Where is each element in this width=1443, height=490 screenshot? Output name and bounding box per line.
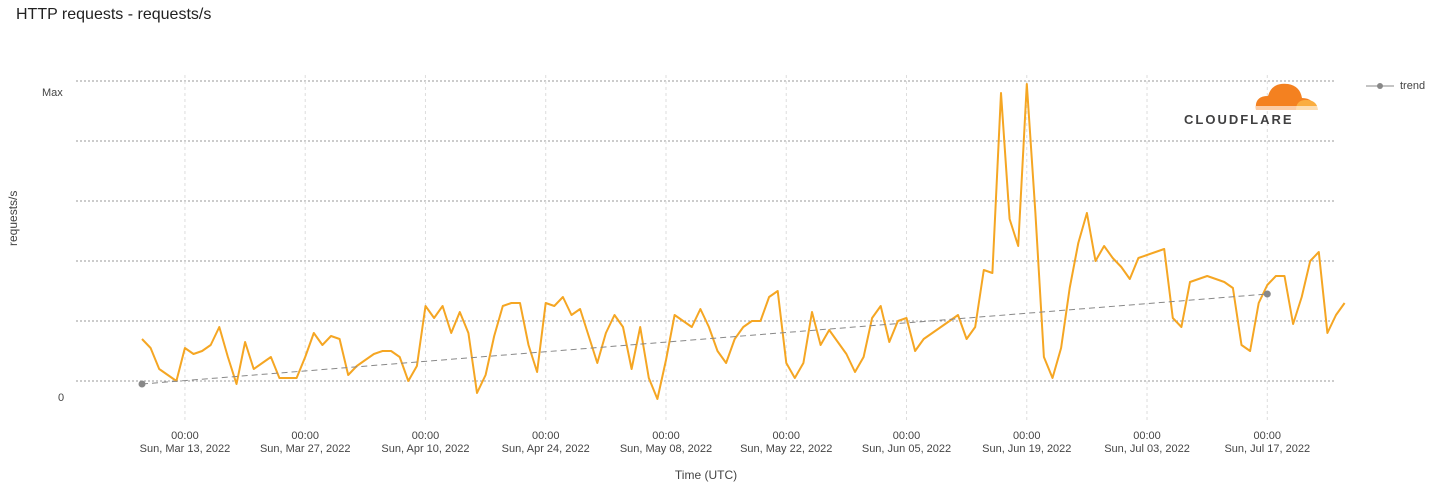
x-tick-label: 00:00 Sun, Mar 13, 2022	[140, 430, 231, 456]
x-tick-time: 00:00	[531, 430, 560, 442]
chart-title: HTTP requests - requests/s	[16, 6, 212, 23]
x-tick-time: 00:00	[291, 430, 319, 442]
x-tick-time: 00:00	[892, 430, 921, 442]
x-tick-label: 00:00 Sun, May 22, 2022	[740, 430, 832, 456]
line-dot-icon	[1366, 83, 1394, 89]
legend[interactable]: trend	[1366, 80, 1425, 92]
x-tick-label: 00:00 Sun, Jul 17, 2022	[1224, 430, 1310, 456]
x-tick-label: 00:00 Sun, May 08, 2022	[620, 430, 712, 456]
y-tick-zero: 0	[58, 392, 65, 404]
cloudflare-wordmark: CLOUDFLARE	[1184, 112, 1294, 127]
x-tick-date: Sun, Jul 17, 2022	[1224, 443, 1311, 455]
x-tick-date: Sun, Apr 24, 2022	[501, 443, 590, 455]
y-tick-max: Max	[42, 87, 63, 99]
x-tick-label: 00:00 Sun, Jun 05, 2022	[862, 430, 951, 456]
x-tick-time: 00:00	[772, 430, 801, 442]
x-tick-time: 00:00	[1012, 430, 1041, 442]
x-tick-date: Sun, May 22, 2022	[740, 443, 833, 455]
x-tick-date: Sun, Jun 19, 2022	[982, 443, 1072, 455]
trend-start-point	[138, 380, 146, 388]
x-tick-label: 00:00 Sun, Mar 27, 2022	[260, 430, 351, 456]
x-tick-date: Sun, Apr 10, 2022	[381, 443, 470, 455]
cloudflare-logo: CLOUDFLARE	[1184, 78, 1324, 130]
x-tick-label: 00:00 Sun, Jul 03, 2022	[1104, 430, 1190, 456]
x-tick-label: 00:00 Sun, Apr 24, 2022	[502, 430, 590, 456]
x-tick-date: Sun, May 08, 2022	[619, 443, 713, 455]
series-line-requests	[141, 83, 1346, 400]
x-tick-time: 00:00	[652, 430, 680, 442]
legend-label-trend: trend	[1400, 80, 1426, 92]
x-tick-label: 00:00 Sun, Apr 10, 2022	[381, 430, 469, 456]
x-tick-date: Sun, Jul 03, 2022	[1104, 443, 1190, 455]
trend-line	[141, 293, 1268, 385]
cloud-icon	[1255, 83, 1318, 110]
y-axis-label: requests/s	[6, 190, 20, 246]
x-tick-date: Sun, Mar 27, 2022	[259, 443, 351, 455]
x-tick-label: 00:00 Sun, Jun 19, 2022	[982, 430, 1071, 456]
x-tick-time: 00:00	[1133, 430, 1161, 442]
x-tick-time: 00:00	[411, 430, 440, 442]
grid-lines	[76, 75, 1335, 420]
x-tick-time: 00:00	[171, 430, 199, 442]
x-tick-date: Sun, Jun 05, 2022	[861, 443, 952, 455]
x-axis-label: Time (UTC)	[674, 468, 738, 482]
x-tick-time: 00:00	[1253, 430, 1282, 442]
x-tick-date: Sun, Mar 13, 2022	[139, 443, 231, 455]
series-group	[138, 83, 1346, 400]
trend-end-point	[1263, 290, 1271, 298]
